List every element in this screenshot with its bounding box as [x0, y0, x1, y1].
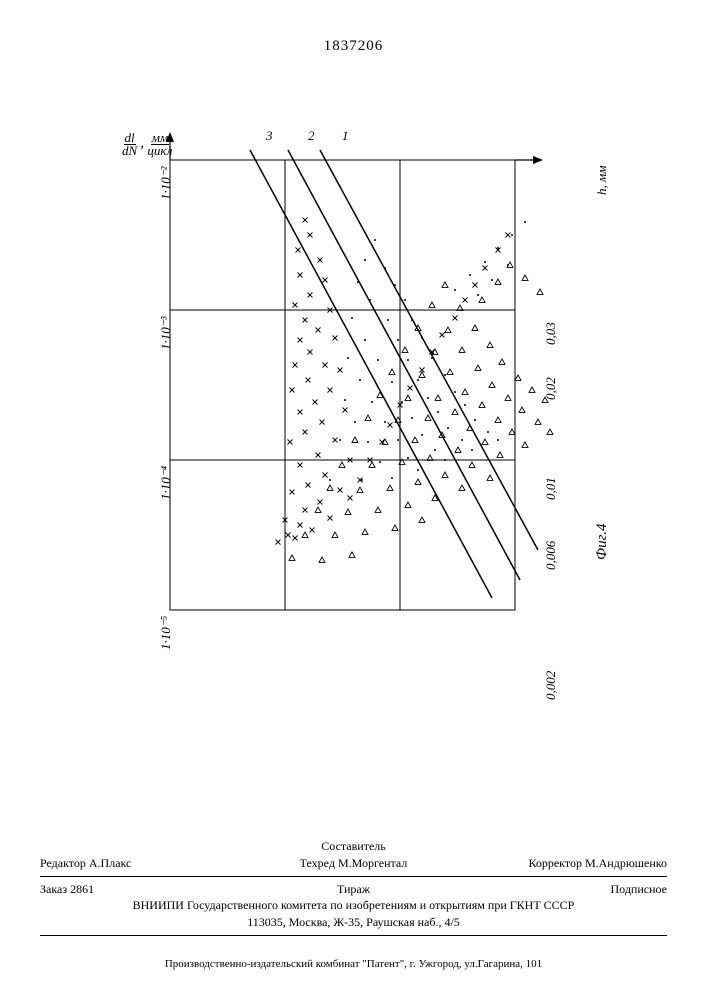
document-number: 1837206 — [0, 38, 707, 55]
corrector-label: Корректор — [528, 856, 582, 870]
techred-label: Техред — [300, 856, 335, 870]
x-tick-label: 0,006 — [543, 541, 559, 570]
x-tick-label: 0,01 — [543, 477, 559, 500]
order-number: 2861 — [70, 882, 94, 896]
corrector-name: М.Андрюшенко — [585, 856, 667, 870]
footer-block: Составитель Редактор А.Плакс Техред М.Мо… — [40, 838, 667, 940]
y-tick-label: 1·10⁻⁵ — [158, 616, 174, 650]
y-title-denom-left: dN — [122, 143, 137, 158]
compiler-label: Составитель — [321, 839, 385, 853]
editor-label: Редактор — [40, 856, 86, 870]
x-tick-label: 0,02 — [543, 377, 559, 400]
printer-line: Производственно-издательский комбинат "П… — [40, 958, 667, 970]
figure-4: 1 2 3 — [150, 120, 570, 760]
y-tick-label: 1·10⁻² — [158, 166, 174, 200]
techred-name: М.Моргентал — [338, 856, 407, 870]
address-line: 113035, Москва, Ж-35, Раушская наб., 4/5 — [40, 914, 667, 931]
y-tick-label: 1·10⁻³ — [158, 316, 174, 350]
x-tick-label: 0,002 — [543, 671, 559, 700]
figure-caption: Фиг.4 — [594, 524, 611, 560]
svg-text:2: 2 — [308, 128, 315, 143]
org-line: ВНИИПИ Государственного комитета по изоб… — [40, 897, 667, 914]
editor-name: А.Плакс — [89, 856, 132, 870]
svg-text:1: 1 — [342, 128, 349, 143]
tirazh-label: Тираж — [249, 881, 458, 898]
svg-text:3: 3 — [265, 128, 273, 143]
x-axis-title: h, мм — [594, 165, 610, 195]
chart-svg: 1 2 3 — [150, 120, 570, 680]
x-tick-label: 0,03 — [543, 322, 559, 345]
y-tick-label: 1·10⁻⁴ — [158, 466, 174, 500]
signed-label: Подписное — [458, 881, 667, 898]
order-label: Заказ — [40, 882, 67, 896]
